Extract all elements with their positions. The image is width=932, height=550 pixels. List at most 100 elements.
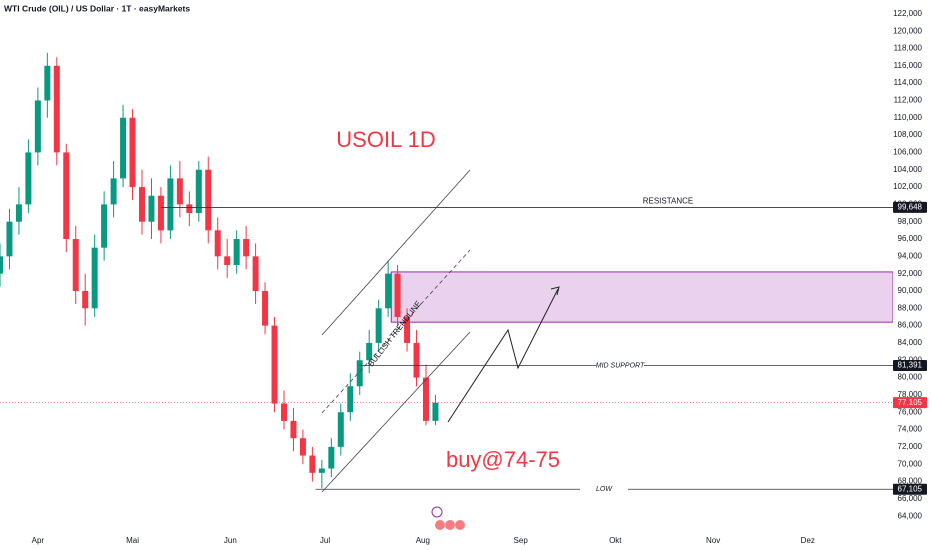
x-tick-label: Jun — [224, 536, 237, 545]
y-tick-label: 86,000 — [898, 321, 923, 330]
supply-zone — [390, 271, 893, 323]
y-tick-label: 90,000 — [898, 286, 923, 295]
y-tick-label: 114,000 — [894, 78, 923, 87]
y-tick-label: 104,000 — [893, 165, 922, 174]
candle-body — [290, 420, 297, 439]
y-tick-label: 66,000 — [898, 494, 923, 503]
candle-body — [120, 117, 127, 179]
y-tick-label: 102,000 — [893, 182, 922, 191]
price-box — [893, 360, 927, 372]
y-tick-label: 98,000 — [898, 217, 923, 226]
price-box-label: 81,391 — [898, 361, 923, 370]
y-tick-label: 74,000 — [898, 425, 923, 434]
candle-body — [34, 100, 41, 153]
candle-body — [413, 342, 420, 378]
candle-body — [205, 169, 212, 231]
candle-body — [25, 152, 32, 205]
x-tick-label: Dez — [801, 536, 815, 545]
candle-body — [44, 65, 51, 101]
y-tick-label: 110,000 — [894, 113, 923, 122]
candle-body — [280, 403, 287, 421]
y-tick-label: 70,000 — [898, 459, 923, 468]
x-tick-label: Nov — [706, 536, 720, 545]
x-tick-label: Sep — [514, 536, 529, 545]
x-tick-label: Apr — [32, 536, 45, 545]
price-box — [893, 201, 927, 213]
candle-body — [63, 152, 70, 240]
level-label-bg — [596, 361, 644, 370]
candle-body — [366, 342, 373, 361]
y-tick-label: 84,000 — [898, 338, 923, 347]
y-tick-label: 120,000 — [893, 26, 922, 35]
candle-body — [6, 221, 13, 257]
event-icon — [445, 520, 455, 530]
channel-mid — [321, 249, 471, 414]
plot-area — [0, 52, 893, 489]
level-label: MID SUPPORT — [596, 362, 645, 369]
chart-header: WTI Crude (OIL) / US Dollar · 1T · easyM… — [4, 3, 190, 13]
projection-arrow — [447, 288, 559, 423]
x-tick-label: Aug — [416, 536, 430, 545]
y-tick-label: 78,000 — [898, 390, 923, 399]
candle-body — [15, 204, 22, 222]
candle-body — [385, 273, 392, 309]
candle-body — [176, 178, 183, 205]
candle-body — [129, 117, 136, 188]
candle-body — [318, 468, 325, 473]
level-label: LOW — [596, 486, 613, 493]
y-tick-label: 64,000 — [898, 511, 923, 520]
candle-body — [138, 187, 145, 222]
x-tick-label: Jul — [320, 536, 330, 545]
candle-body — [224, 256, 231, 265]
candle-body — [53, 65, 60, 153]
price-box-label: 77,105 — [898, 398, 923, 407]
x-tick-label: Okt — [609, 536, 622, 545]
arrow-head — [550, 286, 560, 296]
y-tick-label: 118,000 — [894, 44, 923, 53]
y-tick-label: 122,000 — [893, 9, 922, 18]
x-tick-label: Mai — [126, 536, 139, 545]
candle-body — [167, 178, 174, 231]
candle-body — [243, 239, 250, 257]
candle-body — [91, 247, 98, 309]
candle-body — [347, 386, 354, 413]
channel-lower — [321, 331, 471, 493]
y-tick-label: 94,000 — [898, 251, 923, 260]
candle-body — [262, 290, 269, 326]
trade-note: buy@74-75 — [446, 447, 560, 472]
candle-body — [299, 438, 306, 456]
event-icon — [455, 520, 465, 530]
level-label: RESISTANCE — [643, 197, 694, 206]
level-label-bg — [580, 485, 628, 494]
candle-body — [422, 377, 429, 421]
y-tick-label: 68,000 — [898, 477, 923, 486]
candle-body — [394, 273, 401, 317]
y-tick-label: 82,000 — [898, 355, 923, 364]
candle-body — [337, 412, 344, 447]
candle-body — [432, 402, 439, 421]
candle-body — [157, 195, 164, 231]
y-tick-label: 96,000 — [898, 234, 923, 243]
candle-body — [148, 195, 155, 222]
candle-body — [72, 239, 79, 291]
candle-body — [101, 204, 108, 248]
y-tick-label: 108,000 — [893, 130, 922, 139]
candle-body — [186, 204, 193, 214]
y-tick-label: 88,000 — [898, 303, 923, 312]
candle-body — [82, 290, 89, 309]
y-tick-label: 112,000 — [894, 96, 923, 105]
y-tick-label: 92,000 — [898, 269, 923, 278]
y-tick-label: 72,000 — [898, 442, 923, 451]
chart-title: USOIL 1D — [336, 127, 435, 152]
candle-body — [214, 230, 221, 257]
candle-body — [375, 308, 382, 343]
y-tick-label: 80,000 — [898, 373, 923, 382]
candle-body — [271, 325, 278, 404]
event-icon — [431, 506, 443, 518]
candle-body — [195, 169, 202, 214]
event-icon — [435, 520, 445, 530]
candle-body — [110, 178, 117, 205]
y-tick-label: 106,000 — [893, 148, 922, 157]
price-box — [893, 397, 927, 409]
